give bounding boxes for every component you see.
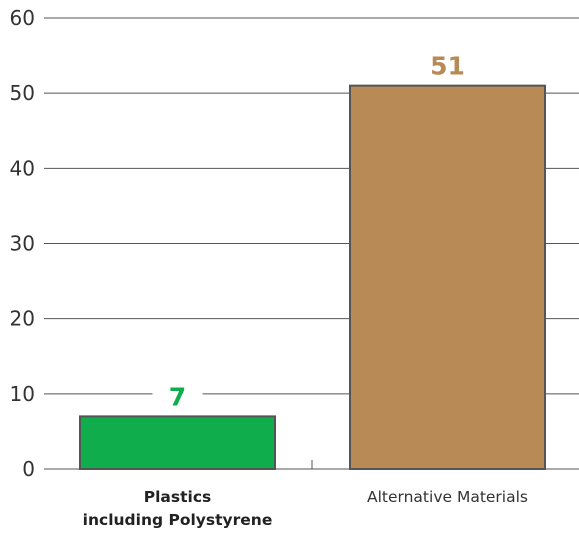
x-category-label-alternative-materials: Alternative Materials xyxy=(328,486,568,509)
bar-0 xyxy=(79,415,276,470)
value-labels: 7 51 xyxy=(152,51,473,413)
y-axis-tick-labels: 0 10 20 30 40 50 60 xyxy=(10,6,35,481)
x-category-label-plastics: Plastics including Polystyrene xyxy=(58,486,298,532)
value-label-1: 51 xyxy=(430,52,465,81)
x-category-label-line: Alternative Materials xyxy=(366,488,528,506)
value-label-background xyxy=(422,51,473,82)
y-tick-label: 0 xyxy=(22,457,35,481)
y-tick-label: 30 xyxy=(10,232,35,256)
grid-lines xyxy=(44,17,579,470)
y-tick-label: 40 xyxy=(10,156,35,180)
y-tick-label: 50 xyxy=(10,81,35,105)
x-category-label-line: Plastics xyxy=(143,488,212,506)
bar-1 xyxy=(349,84,546,471)
bars xyxy=(79,84,546,471)
y-tick-label: 20 xyxy=(10,307,35,331)
y-tick-label: 10 xyxy=(10,382,35,406)
y-tick-label: 60 xyxy=(10,6,35,30)
value-label-background xyxy=(152,382,203,413)
value-label-0: 7 xyxy=(169,382,186,411)
x-category-label-line: including Polystyrene xyxy=(82,511,273,529)
